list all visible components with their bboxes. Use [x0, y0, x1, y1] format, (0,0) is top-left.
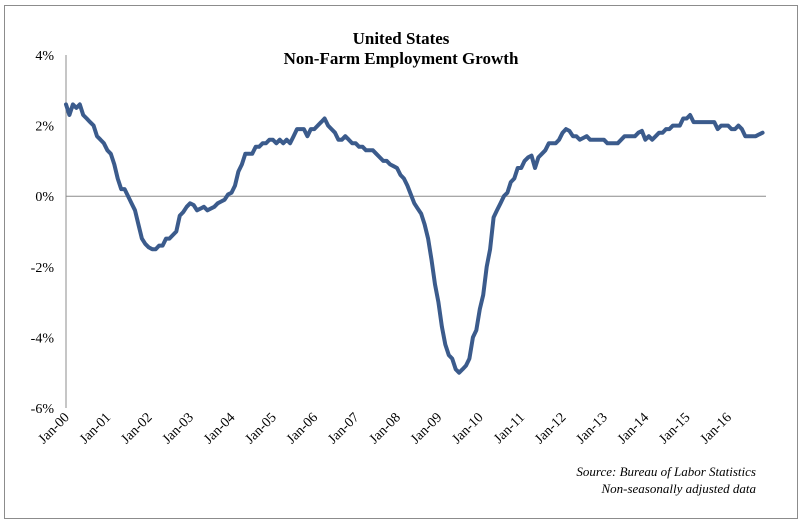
- x-axis: Jan-00 Jan-01 Jan-02 Jan-03 Jan-04 Jan-05 Jan-…: [36, 410, 735, 447]
- x-tick-label: Jan-08: [367, 410, 404, 447]
- x-tick-label: Jan-15: [657, 410, 694, 447]
- x-tick-label: Jan-01: [77, 410, 114, 447]
- x-tick-label: Jan-11: [491, 410, 528, 447]
- chart-title-line-1: United States: [353, 29, 450, 48]
- x-tick-label: Jan-10: [450, 410, 487, 447]
- y-tick-label: -2%: [31, 261, 55, 276]
- y-axis: 4% 2% 0% -2% -4% -6%: [31, 49, 55, 417]
- source-note: Source: Bureau of Labor Statistics: [576, 464, 756, 479]
- x-tick-label: Jan-04: [201, 410, 238, 447]
- chart-title-line-2: Non-Farm Employment Growth: [284, 49, 519, 68]
- y-tick-label: -6%: [31, 402, 55, 417]
- x-tick-label: Jan-16: [698, 410, 735, 447]
- x-tick-label: Jan-03: [160, 410, 197, 447]
- y-tick-label: 4%: [35, 49, 54, 64]
- x-tick-label: Jan-02: [119, 410, 156, 447]
- y-tick-label: 2%: [35, 120, 54, 135]
- series-line-employment-growth: [64, 102, 765, 375]
- x-tick-label: Jan-12: [532, 410, 569, 447]
- x-tick-label: Jan-05: [243, 410, 280, 447]
- x-tick-label: Jan-14: [615, 410, 652, 447]
- adjustment-note: Non-seasonally adjusted data: [600, 481, 756, 496]
- x-tick-label: Jan-07: [325, 410, 362, 447]
- y-tick-label: -4%: [31, 331, 55, 346]
- chart-frame: [4, 5, 798, 519]
- x-tick-label: Jan-09: [408, 410, 445, 447]
- x-tick-label: Jan-06: [284, 410, 321, 447]
- x-tick-label: Jan-13: [574, 410, 611, 447]
- y-tick-label: 0%: [35, 190, 54, 205]
